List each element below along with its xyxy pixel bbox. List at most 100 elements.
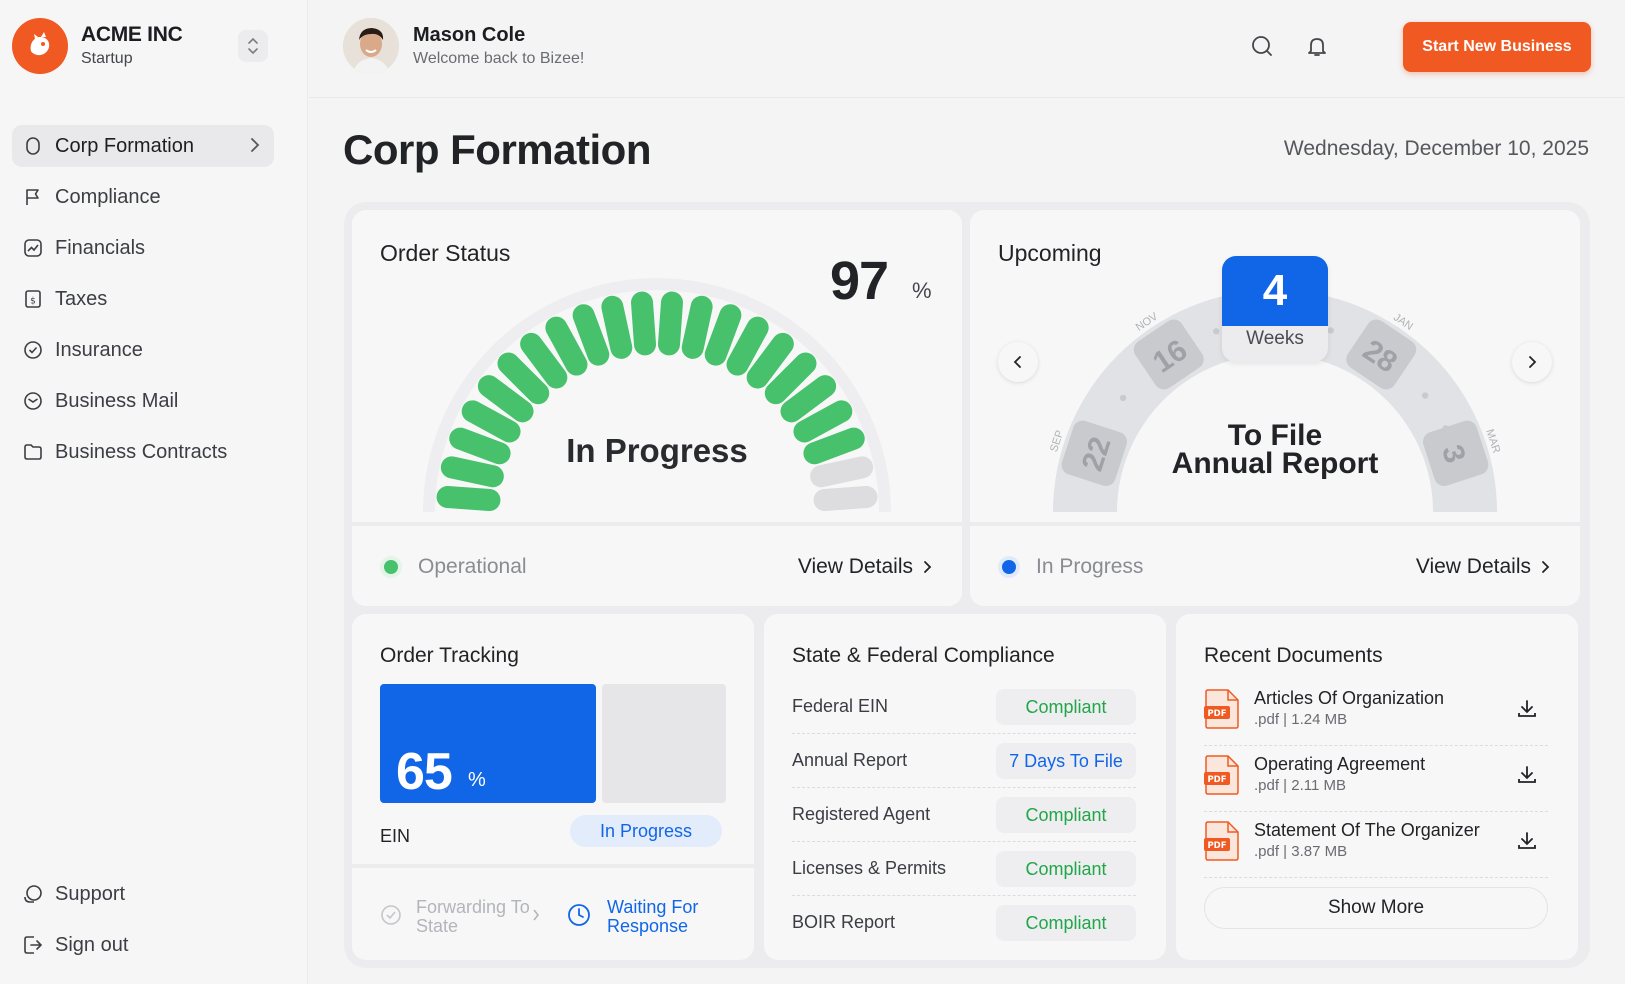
sidebar-item-label: Sign out bbox=[55, 933, 129, 956]
order-status-gauge bbox=[423, 278, 891, 513]
gauge-segment bbox=[746, 332, 794, 389]
next-button[interactable] bbox=[1512, 342, 1552, 382]
previous-button[interactable] bbox=[998, 342, 1038, 382]
step-waiting-for-response: Waiting For Response bbox=[607, 897, 699, 936]
compliance-status: Compliant bbox=[996, 689, 1136, 725]
gauge-segment bbox=[449, 427, 511, 465]
card-title: Recent Documents bbox=[1204, 644, 1383, 667]
sidebar-item-taxes[interactable]: $ Taxes bbox=[12, 278, 274, 320]
order-status-card: Order Status 97 % In Progress Operationa… bbox=[352, 210, 962, 606]
sidebar-nav: Corp Formation Compliance Financials $ T… bbox=[12, 125, 274, 482]
gauge-segment bbox=[764, 352, 817, 405]
download-icon[interactable] bbox=[1516, 698, 1538, 720]
sidebar-bottom-nav: Support Sign out bbox=[12, 873, 274, 975]
flag-icon bbox=[22, 186, 44, 208]
gauge-segment bbox=[681, 295, 713, 359]
order-tracking-progress-track bbox=[602, 684, 726, 803]
welcome-text: Welcome back to Bizee! bbox=[413, 50, 585, 67]
start-new-business-button[interactable]: Start New Business bbox=[1403, 22, 1591, 72]
compliance-status: 7 Days To File bbox=[996, 743, 1136, 779]
document-row[interactable]: PDF Statement Of The Organizer .pdf | 3.8… bbox=[1204, 812, 1548, 878]
pdf-file-icon: PDF bbox=[1204, 755, 1239, 795]
sidebar-item-sign-out[interactable]: Sign out bbox=[12, 924, 274, 966]
sidebar: ACME INC Startup Corp Formation Complian… bbox=[0, 0, 308, 984]
gauge-segment bbox=[461, 400, 521, 443]
brand-logo bbox=[12, 18, 68, 74]
chevron-right-icon bbox=[250, 137, 260, 158]
order-status-view-details-link[interactable]: View Details bbox=[798, 555, 932, 579]
compliance-status: Compliant bbox=[996, 851, 1136, 887]
document-row[interactable]: PDF Articles Of Organization .pdf | 1.24 … bbox=[1204, 680, 1548, 746]
order-tracking-progress-fill bbox=[380, 684, 596, 803]
upcoming-view-details-link[interactable]: View Details bbox=[1416, 555, 1550, 579]
chevron-left-icon bbox=[1013, 356, 1021, 368]
sidebar-item-corp-formation[interactable]: Corp Formation bbox=[12, 125, 274, 167]
order-status-status: Operational bbox=[418, 555, 527, 578]
dial-tick bbox=[1327, 327, 1335, 334]
document-name: Articles Of Organization bbox=[1254, 688, 1445, 708]
sidebar-item-label: Insurance bbox=[55, 338, 143, 361]
sidebar-item-compliance[interactable]: Compliance bbox=[12, 176, 274, 218]
sidebar-item-business-contracts[interactable]: Business Contracts bbox=[12, 431, 274, 473]
pdf-label: PDF bbox=[1207, 775, 1226, 785]
brand-switcher[interactable]: ACME INC Startup bbox=[12, 18, 302, 76]
compliance-status: Compliant bbox=[996, 905, 1136, 941]
gauge-segment bbox=[440, 456, 504, 488]
sidebar-item-label: Financials bbox=[55, 236, 146, 259]
show-more-button[interactable]: Show More bbox=[1204, 887, 1548, 929]
gauge-segment bbox=[726, 316, 769, 376]
gauge-segment bbox=[704, 304, 742, 366]
gauge-segment bbox=[657, 291, 683, 356]
brand-name: ACME INC bbox=[81, 23, 183, 46]
document-meta: .pdf | 2.11 MB bbox=[1254, 777, 1346, 794]
weeks-label: Weeks bbox=[1246, 328, 1304, 349]
compliance-row: Federal EIN Compliant bbox=[792, 680, 1136, 734]
dial-tick bbox=[1213, 328, 1220, 335]
avatar[interactable] bbox=[343, 18, 399, 74]
chevron-right-icon bbox=[533, 909, 540, 921]
compliance-row: Licenses & Permits Compliant bbox=[792, 842, 1136, 896]
compliance-row: Annual Report 7 Days To File bbox=[792, 734, 1136, 788]
sidebar-item-label: Taxes bbox=[55, 287, 108, 310]
gauge-segment bbox=[572, 304, 610, 366]
sign-out-icon bbox=[22, 934, 44, 956]
sidebar-item-business-mail[interactable]: Business Mail bbox=[12, 380, 274, 422]
bell-icon[interactable] bbox=[1303, 32, 1331, 60]
compliance-row: Registered Agent Compliant bbox=[792, 788, 1136, 842]
download-icon[interactable] bbox=[1516, 764, 1538, 786]
sidebar-item-label: Business Contracts bbox=[55, 440, 228, 463]
sidebar-item-insurance[interactable]: Insurance bbox=[12, 329, 274, 371]
step-forwarding-to-state: Forwarding To State bbox=[416, 897, 530, 936]
page-date: Wednesday, December 10, 2025 bbox=[1283, 137, 1589, 160]
download-icon[interactable] bbox=[1516, 830, 1538, 852]
compliance-label: BOIR Report bbox=[792, 912, 896, 932]
dial-date-box bbox=[1061, 420, 1127, 486]
document-row[interactable]: PDF Operating Agreement .pdf | 2.11 MB bbox=[1204, 746, 1548, 812]
weeks-number: 4 bbox=[1222, 256, 1328, 326]
status-badge: In Progress bbox=[570, 815, 722, 847]
upcoming-label-line1: To File bbox=[1227, 419, 1323, 452]
compliance-label: Registered Agent bbox=[792, 804, 931, 824]
card-title: Upcoming bbox=[998, 240, 1102, 266]
support-chat-icon bbox=[22, 883, 44, 905]
chevron-right-icon bbox=[924, 561, 932, 573]
gauge-segment bbox=[631, 291, 657, 356]
search-icon[interactable] bbox=[1248, 32, 1276, 60]
card-title: Order Tracking bbox=[380, 644, 519, 667]
sidebar-item-financials[interactable]: Financials bbox=[12, 227, 274, 269]
order-status-label: In Progress bbox=[566, 432, 748, 469]
dashboard-panel: Order Status 97 % In Progress Operationa… bbox=[344, 202, 1590, 968]
pdf-file-icon: PDF bbox=[1204, 821, 1239, 861]
view-details-label: View Details bbox=[797, 555, 913, 578]
pdf-label: PDF bbox=[1207, 841, 1226, 851]
card-footer: In Progress View Details bbox=[970, 522, 1580, 606]
gauge-segment bbox=[803, 427, 865, 465]
upcoming-label-line2: Annual Report bbox=[1171, 447, 1379, 480]
sidebar-item-support[interactable]: Support bbox=[12, 873, 274, 915]
dial-tick bbox=[1119, 394, 1127, 402]
percent-sign: % bbox=[468, 769, 486, 791]
chevron-up-down-icon[interactable] bbox=[238, 30, 268, 62]
status-dot bbox=[384, 560, 398, 574]
sidebar-item-label: Business Mail bbox=[55, 389, 179, 412]
